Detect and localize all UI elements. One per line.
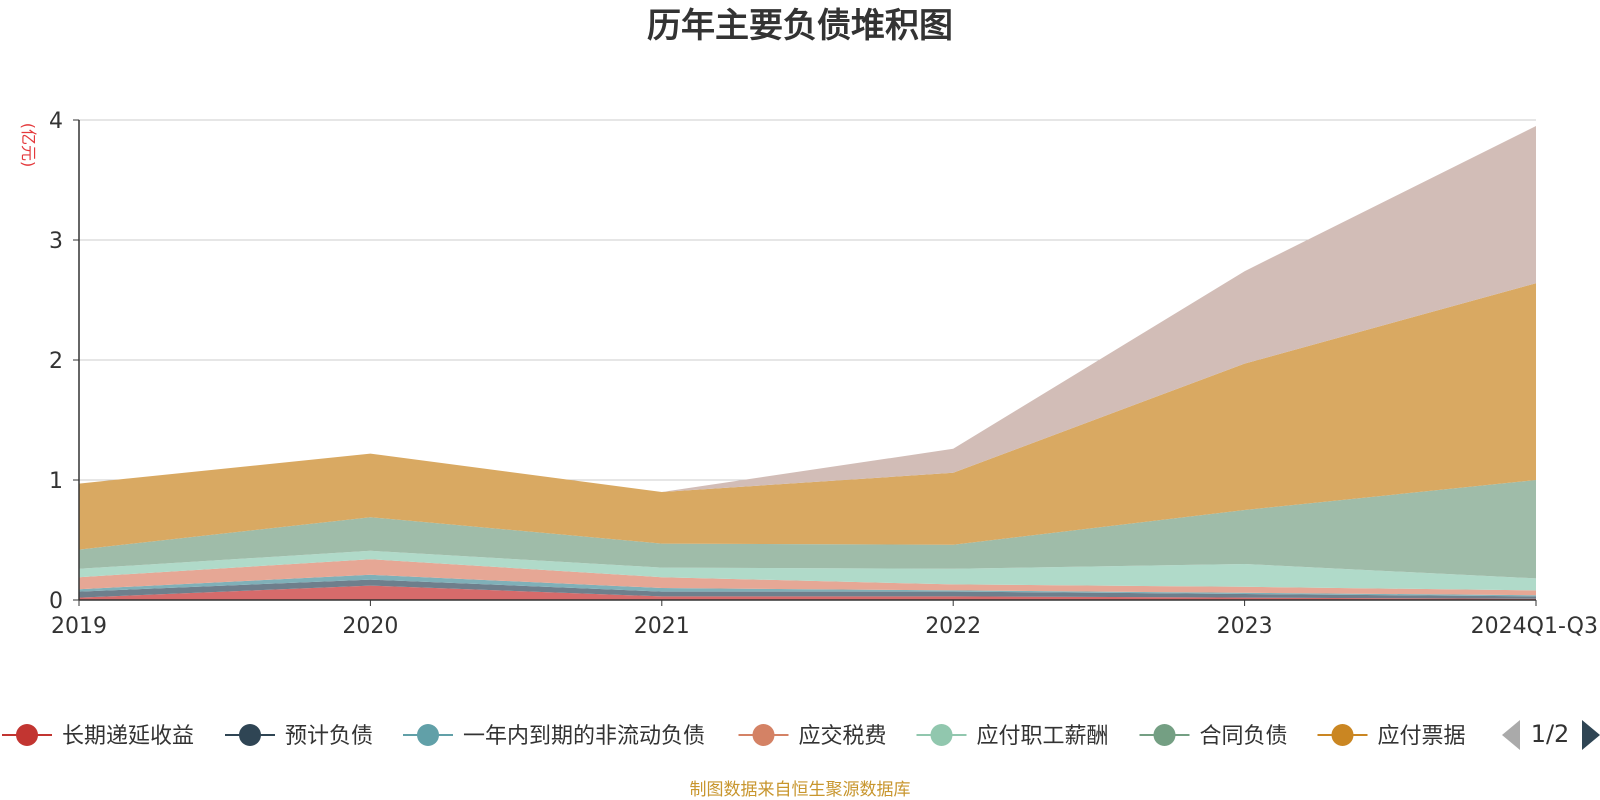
- legend-label: 一年内到期的非流动负债: [463, 724, 705, 749]
- legend-item[interactable]: 合同负债: [1139, 724, 1288, 749]
- area-series-0: [79, 585, 1536, 600]
- x-tick-label: 2021: [634, 614, 690, 639]
- area-series-6: [79, 283, 1536, 550]
- legend-circle-marker: [239, 724, 261, 746]
- legend-circle-marker: [1153, 724, 1176, 746]
- legend: 长期递延收益 预计负债 一年内到期的非流动负债 应交税费 应付职工薪酬 合同负债 应付票据: [2, 724, 1466, 749]
- legend-circle-marker: [16, 724, 38, 746]
- area-series-2: [79, 574, 1536, 597]
- data-source-note: 制图数据来自恒生聚源数据库: [690, 780, 911, 800]
- area-series-1: [79, 579, 1536, 599]
- chart-title: 历年主要负债堆积图: [647, 6, 953, 46]
- legend-label: 合同负债: [1200, 724, 1288, 749]
- legend-next-page-icon[interactable]: [1582, 720, 1600, 750]
- area-series-4: [79, 550, 1536, 591]
- x-tick-label: 2024Q1-Q3: [1471, 614, 1598, 639]
- x-tick-label: 2023: [1217, 614, 1273, 639]
- legend-pager: 1/2: [1502, 720, 1600, 750]
- legend-item[interactable]: 应付职工薪酬: [916, 724, 1109, 749]
- area-series-group: [79, 126, 1536, 600]
- legend-circle-marker: [930, 724, 953, 746]
- x-tick-label: 2019: [51, 614, 107, 639]
- y-axis-unit-label: (亿元): [19, 123, 38, 168]
- legend-prev-page-icon[interactable]: [1502, 720, 1520, 750]
- legend-circle-marker: [1331, 724, 1354, 746]
- legend-circle-marker: [752, 724, 775, 746]
- axes: 0 1 2 3 4 2019 2020 2021 2022 2023 2024Q1-Q3: [49, 109, 1598, 639]
- legend-item[interactable]: 长期递延收益: [2, 724, 194, 749]
- legend-page-indicator: 1/2: [1531, 720, 1570, 748]
- legend-label: 应付票据: [1378, 724, 1466, 749]
- legend-label: 长期递延收益: [62, 724, 194, 749]
- legend-label: 预计负债: [285, 724, 373, 749]
- y-tick-label: 4: [49, 109, 63, 134]
- area-series-7: [79, 126, 1536, 492]
- legend-item[interactable]: 应付票据: [1317, 724, 1466, 749]
- legend-item[interactable]: 应交税费: [738, 724, 887, 749]
- legend-circle-marker: [417, 724, 439, 746]
- y-tick-label: 2: [49, 349, 63, 374]
- legend-label: 应交税费: [799, 724, 887, 749]
- legend-item[interactable]: 预计负债: [225, 724, 373, 749]
- x-tick-label: 2022: [925, 614, 981, 639]
- x-tick-label: 2020: [342, 614, 398, 639]
- y-tick-label: 1: [49, 469, 63, 494]
- y-tick-label: 0: [49, 589, 63, 614]
- area-series-5: [79, 480, 1536, 579]
- y-tick-label: 3: [49, 229, 63, 254]
- legend-item[interactable]: 一年内到期的非流动负债: [403, 724, 705, 749]
- legend-label: 应付职工薪酬: [977, 724, 1109, 749]
- area-series-3: [79, 559, 1536, 596]
